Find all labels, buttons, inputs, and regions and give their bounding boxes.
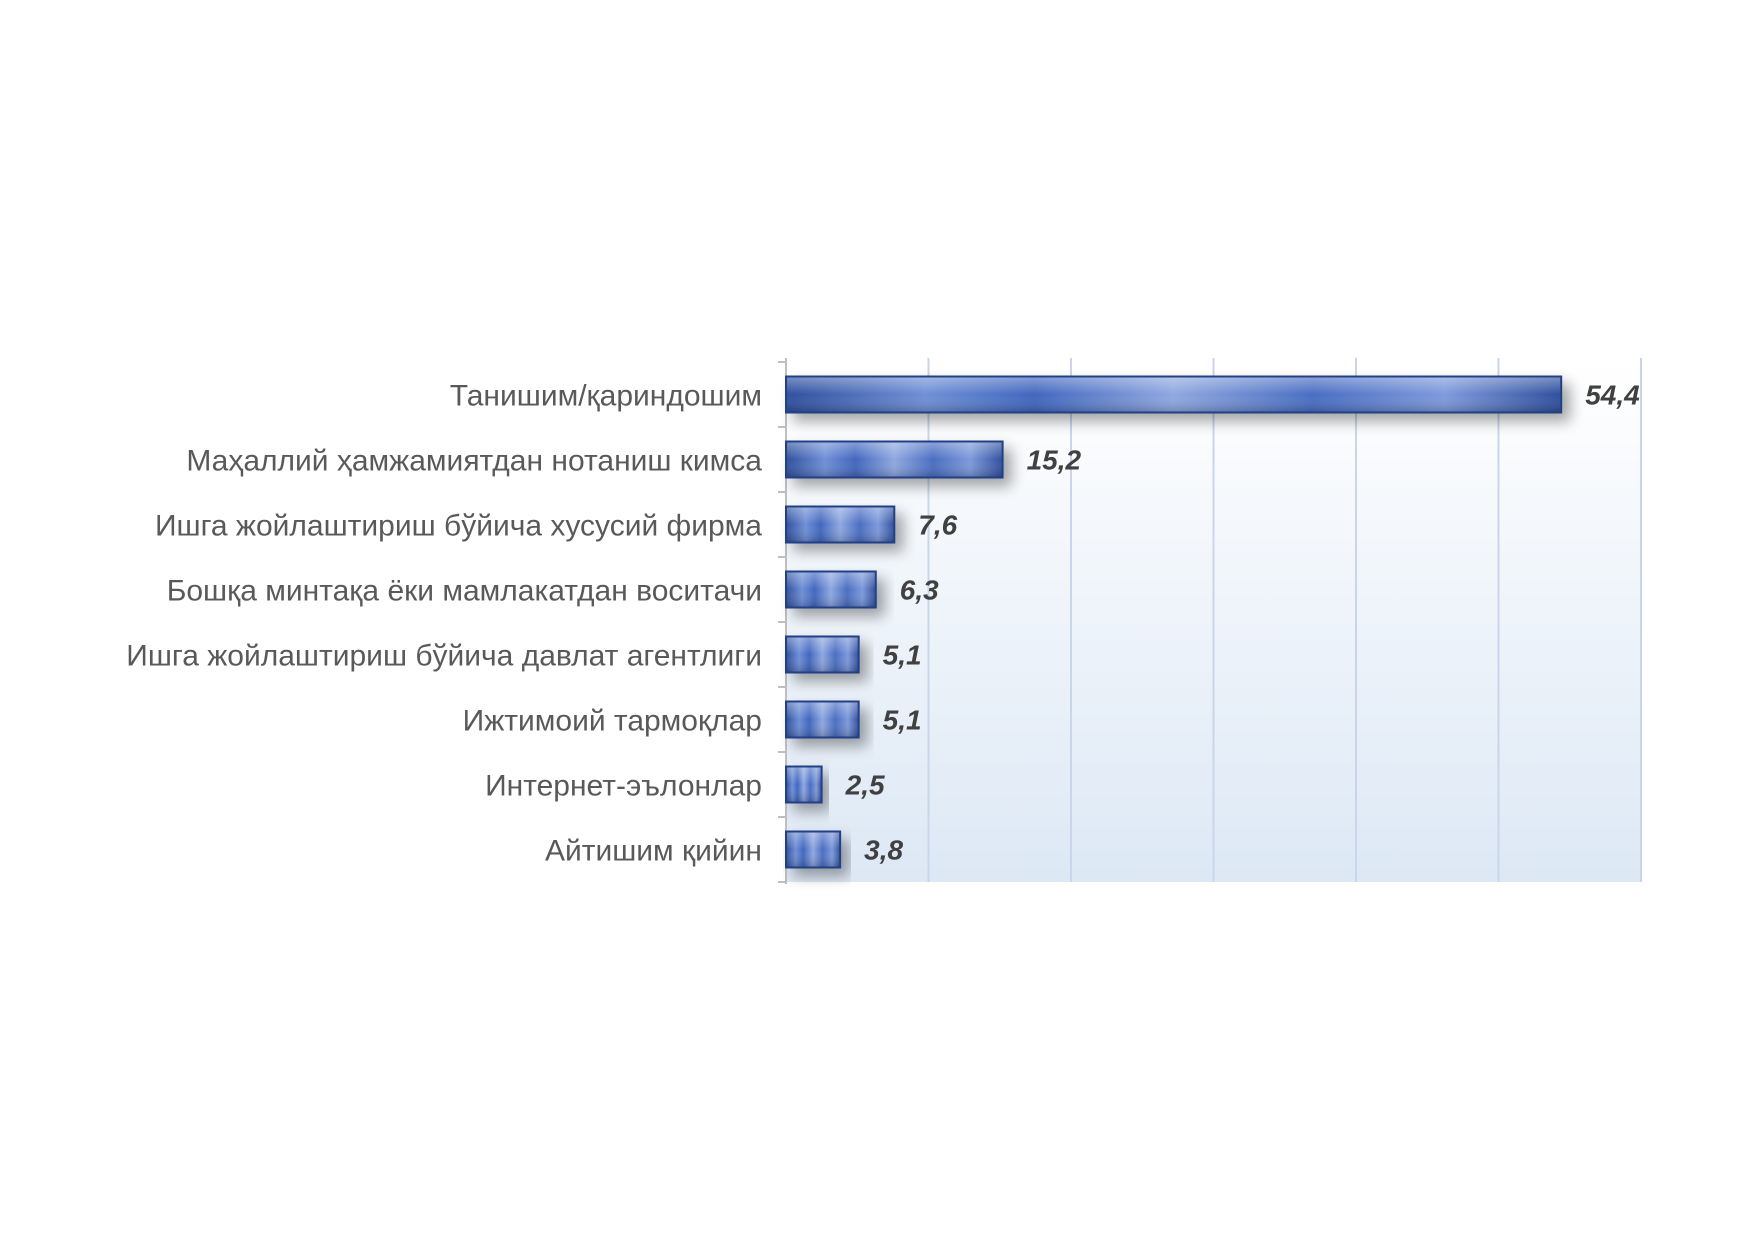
bar-7 [785,765,823,804]
y-axis-ticks [778,361,786,883]
bar-3 [785,505,896,544]
bar-5 [785,635,860,674]
category-labels: Танишим/қариндошим Маҳаллий ҳамжамиятдан … [126,380,762,868]
bar-2 [785,440,1004,479]
value-label-2: 15,2 [1027,445,1082,476]
category-label-6: Ижтимоий тармоқлар [463,705,762,738]
bar-4 [785,570,877,609]
value-label-1: 54,4 [1585,380,1640,411]
category-label-4: Бошқа минтақа ёки мамлакатдан воситачи [167,575,762,608]
bar-6 [785,700,860,739]
value-label-8: 3,8 [864,835,903,866]
bar-8 [785,830,842,869]
category-label-5: Ишга жойлаштириш бўйича давлат агентлиги [126,640,762,673]
value-labels: 54,4 15,2 7,6 6,3 5,1 5,1 2,5 3,8 [845,380,1640,866]
bars [785,375,1563,869]
value-label-4: 6,3 [900,575,939,606]
category-label-2: Маҳаллий ҳамжамиятдан нотаниш кимса [186,445,762,478]
bar-1 [785,375,1563,414]
category-label-7: Интернет-эълонлар [485,770,762,803]
category-label-3: Ишга жойлаштириш бўйича хусусий фирма [155,510,762,543]
category-label-1: Танишим/қариндошим [450,380,762,413]
value-label-5: 5,1 [883,640,922,671]
value-label-3: 7,6 [918,510,957,541]
value-label-7: 2,5 [845,770,885,801]
value-label-6: 5,1 [883,705,922,736]
category-label-8: Айтишим қийин [545,835,762,868]
